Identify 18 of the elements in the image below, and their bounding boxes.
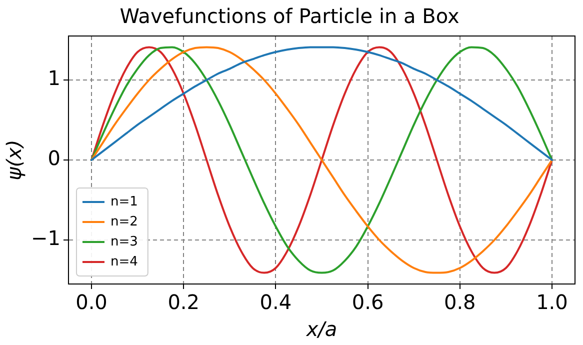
x-tick-label: 0.0 [76,290,108,314]
line-series [90,46,553,274]
line-series [90,46,553,161]
y-tick-label: 0 [48,146,60,170]
x-tick-label: 1.0 [536,290,568,314]
y-tick-label: 1 [48,66,60,90]
legend-label: n=2 [110,214,138,230]
legend-label: n=1 [110,194,138,210]
legend-label: n=3 [110,234,138,250]
x-tick-label: 0.4 [260,290,292,314]
y-axis-title: ψ(x) [2,140,26,180]
x-tick-label: 0.2 [168,290,200,314]
chart-title: Wavefunctions of Particle in a Box [120,4,460,28]
x-tick-label: 0.8 [444,290,476,314]
x-axis-title: x/a [305,317,338,342]
y-tick-label: −1 [31,226,60,250]
x-tick-label: 0.6 [352,290,384,314]
legend-label: n=4 [110,254,138,270]
